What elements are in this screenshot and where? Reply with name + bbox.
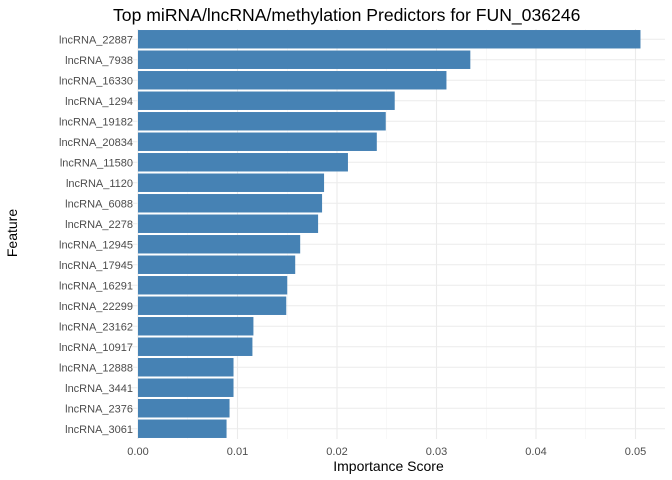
bar-lncRNA_10917 bbox=[138, 337, 253, 356]
y-tick-label: lncRNA_19182 bbox=[59, 116, 133, 128]
y-tick-label: lncRNA_23162 bbox=[59, 321, 133, 333]
bar-lncRNA_12945 bbox=[138, 235, 301, 254]
y-tick-label: lncRNA_1120 bbox=[66, 178, 133, 190]
x-tick-label: 0.01 bbox=[227, 446, 248, 458]
bar-lncRNA_1120 bbox=[138, 173, 325, 192]
x-axis-title: Importance Score bbox=[333, 458, 444, 474]
bar-lncRNA_12888 bbox=[138, 358, 234, 377]
bar-lncRNA_16291 bbox=[138, 276, 288, 295]
bar-lncRNA_20834 bbox=[138, 132, 377, 151]
x-tick-label: 0.00 bbox=[127, 446, 148, 458]
chart-title: Top miRNA/lncRNA/methylation Predictors … bbox=[113, 5, 581, 26]
y-tick-label: lncRNA_2278 bbox=[65, 219, 133, 231]
bar-lncRNA_1294 bbox=[138, 91, 395, 110]
y-tick-label: lncRNA_3441 bbox=[65, 383, 133, 395]
y-tick-label: lncRNA_3061 bbox=[65, 424, 133, 436]
grid bbox=[113, 29, 665, 439]
x-tick-label: 0.03 bbox=[426, 446, 447, 458]
x-tick-label: 0.05 bbox=[625, 446, 646, 458]
y-tick-label: lncRNA_12945 bbox=[59, 239, 133, 251]
x-tick-label: 0.02 bbox=[326, 446, 347, 458]
y-axis-title: Feature bbox=[4, 209, 20, 257]
bar-lncRNA_3061 bbox=[138, 419, 227, 438]
y-tick-label: lncRNA_10917 bbox=[59, 342, 133, 354]
bar-lncRNA_7938 bbox=[138, 50, 471, 69]
y-tick-label: lncRNA_20834 bbox=[59, 137, 133, 149]
y-tick-label: lncRNA_1294 bbox=[65, 96, 133, 108]
bar-lncRNA_11580 bbox=[138, 153, 348, 172]
y-tick-label: lncRNA_16330 bbox=[59, 75, 133, 87]
bar-lncRNA_6088 bbox=[138, 194, 323, 213]
y-tick-label: lncRNA_11580 bbox=[60, 157, 133, 169]
x-axis-tick-labels: 0.00 0.01 0.02 0.03 0.04 0.05 bbox=[127, 446, 646, 458]
bar-lncRNA_22299 bbox=[138, 296, 287, 315]
y-tick-label: lncRNA_7938 bbox=[65, 55, 133, 67]
y-tick-label: lncRNA_17945 bbox=[59, 260, 133, 272]
y-tick-label: lncRNA_22299 bbox=[59, 301, 133, 313]
bar-lncRNA_3441 bbox=[138, 378, 234, 397]
y-axis-tick-labels: lncRNA_22887 lncRNA_7938 lncRNA_16330 lncRN… bbox=[59, 34, 133, 436]
bar-lncRNA_2278 bbox=[138, 214, 319, 233]
bar-lncRNA_22887 bbox=[138, 30, 641, 49]
y-tick-label: lncRNA_22887 bbox=[59, 34, 133, 46]
bars bbox=[138, 30, 641, 438]
bar-lncRNA_2376 bbox=[138, 399, 230, 418]
y-tick-label: lncRNA_6088 bbox=[65, 198, 133, 210]
y-tick-label: lncRNA_16291 bbox=[59, 280, 133, 292]
bar-lncRNA_23162 bbox=[138, 317, 254, 336]
x-tick-label: 0.04 bbox=[525, 446, 546, 458]
y-tick-label: lncRNA_2376 bbox=[65, 403, 133, 415]
bar-lncRNA_19182 bbox=[138, 112, 386, 131]
bar-lncRNA_17945 bbox=[138, 255, 296, 274]
y-tick-label: lncRNA_12888 bbox=[59, 362, 133, 374]
bar-lncRNA_16330 bbox=[138, 71, 447, 90]
